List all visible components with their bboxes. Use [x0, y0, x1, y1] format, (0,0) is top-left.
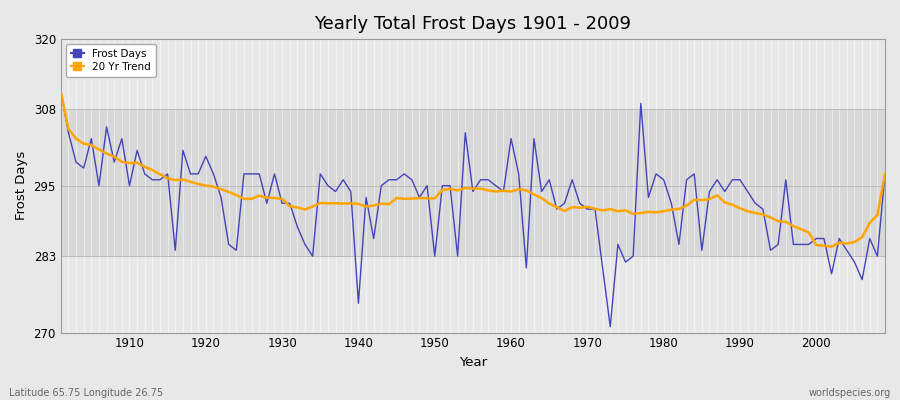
Bar [61, 109, 885, 256]
20 Yr Trend [56, 89, 67, 94]
Frost Days [598, 266, 608, 270]
Line: 20 Yr Trend: 20 Yr Trend [61, 92, 885, 247]
Frost Days [330, 189, 341, 194]
20 Yr Trend [330, 201, 341, 206]
Frost Days [116, 136, 127, 141]
Text: Latitude 65.75 Longitude 26.75: Latitude 65.75 Longitude 26.75 [9, 388, 163, 398]
Frost Days [605, 324, 616, 329]
20 Yr Trend [116, 159, 127, 164]
Frost Days [498, 189, 508, 194]
20 Yr Trend [284, 204, 295, 209]
Title: Yearly Total Frost Days 1901 - 2009: Yearly Total Frost Days 1901 - 2009 [314, 15, 632, 33]
Frost Days [284, 201, 295, 206]
Frost Days [56, 89, 67, 94]
20 Yr Trend [506, 189, 517, 194]
Bar [61, 256, 885, 332]
Frost Days [506, 136, 517, 141]
Y-axis label: Frost Days: Frost Days [15, 151, 28, 220]
Legend: Frost Days, 20 Yr Trend: Frost Days, 20 Yr Trend [66, 44, 156, 78]
20 Yr Trend [826, 244, 837, 249]
X-axis label: Year: Year [459, 356, 487, 369]
20 Yr Trend [498, 188, 508, 193]
Text: worldspecies.org: worldspecies.org [809, 388, 891, 398]
Frost Days [879, 172, 890, 176]
Line: Frost Days: Frost Days [61, 92, 885, 327]
20 Yr Trend [879, 172, 890, 176]
Bar [61, 39, 885, 109]
20 Yr Trend [598, 208, 608, 213]
